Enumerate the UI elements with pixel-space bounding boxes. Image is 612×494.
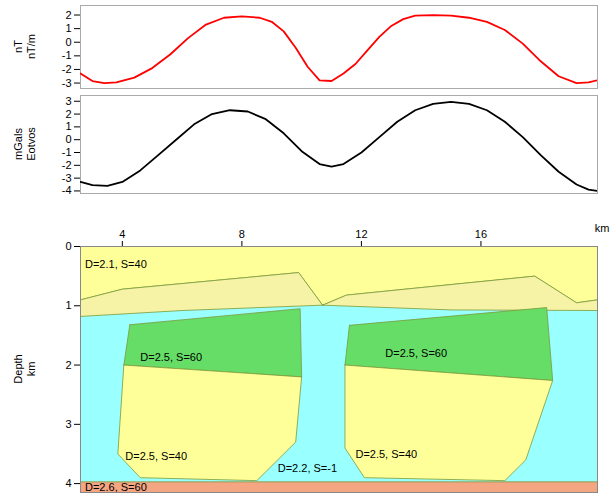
svg-text:-3: -3 (62, 77, 72, 89)
svg-text:D=2.5, S=40: D=2.5, S=40 (125, 450, 187, 462)
svg-text:0: 0 (65, 133, 71, 145)
svg-text:0: 0 (65, 36, 71, 48)
svg-text:D=2.5, S=60: D=2.5, S=60 (385, 347, 447, 359)
svg-text:nT/m: nT/m (25, 34, 37, 59)
svg-text:3: 3 (65, 95, 71, 107)
svg-text:-2: -2 (62, 159, 72, 171)
svg-text:-4: -4 (62, 184, 72, 196)
svg-text:16: 16 (475, 228, 487, 240)
svg-text:mGals: mGals (12, 128, 24, 160)
svg-text:8: 8 (239, 228, 245, 240)
svg-text:2: 2 (65, 108, 71, 120)
svg-text:-2: -2 (62, 63, 72, 75)
svg-text:D=2.5, S=40: D=2.5, S=40 (355, 447, 417, 459)
svg-text:-1: -1 (62, 146, 72, 158)
svg-text:0: 0 (65, 240, 71, 252)
svg-text:1: 1 (65, 299, 71, 311)
svg-text:1: 1 (65, 120, 71, 132)
svg-text:nT: nT (12, 40, 24, 53)
svg-text:D=2.1, S=40: D=2.1, S=40 (85, 258, 147, 270)
svg-text:Depth: Depth (12, 354, 24, 383)
svg-text:km: km (25, 362, 37, 377)
svg-text:2: 2 (65, 359, 71, 371)
svg-text:D=2.6, S=60: D=2.6, S=60 (85, 481, 147, 493)
svg-text:3: 3 (65, 418, 71, 430)
svg-text:-3: -3 (62, 172, 72, 184)
svg-text:4: 4 (65, 477, 71, 489)
svg-text:1: 1 (65, 22, 71, 34)
svg-text:km: km (595, 222, 610, 234)
svg-text:D=2.5, S=60: D=2.5, S=60 (140, 351, 202, 363)
svg-text:Eotvos: Eotvos (25, 127, 37, 161)
svg-text:4: 4 (119, 228, 125, 240)
svg-text:-1: -1 (62, 49, 72, 61)
svg-text:2: 2 (65, 9, 71, 21)
svg-text:D=2.2, S=-1: D=2.2, S=-1 (278, 462, 337, 474)
svg-text:12: 12 (355, 228, 367, 240)
